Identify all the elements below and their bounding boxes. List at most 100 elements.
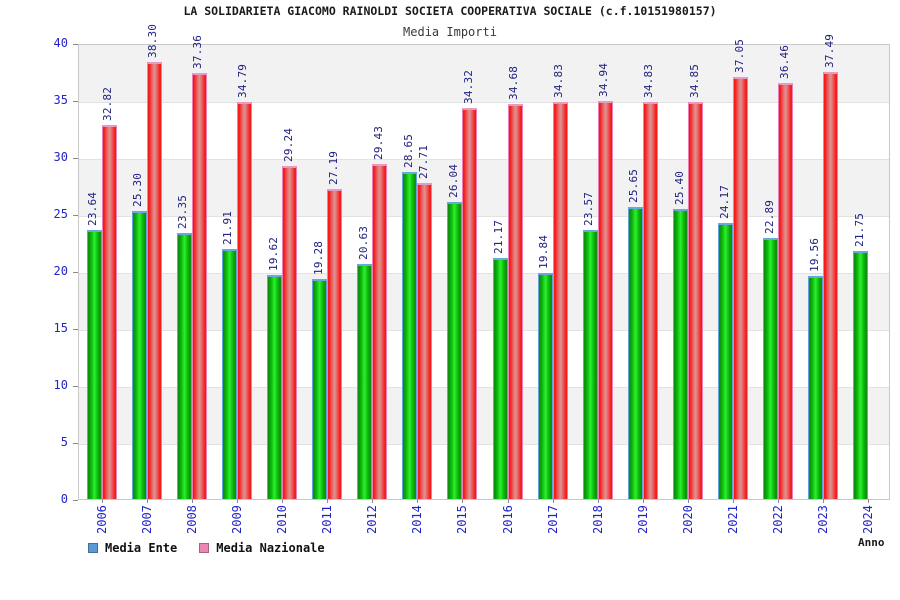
x-axis-tick-label: 2018 bbox=[590, 505, 605, 534]
bar-media-nazionale[interactable] bbox=[823, 71, 839, 499]
bar-media-ente[interactable] bbox=[763, 238, 779, 499]
x-axis-tick-label: 2014 bbox=[410, 505, 425, 534]
bar-media-nazionale[interactable] bbox=[642, 101, 658, 499]
bar-media-ente[interactable] bbox=[131, 210, 147, 499]
gridline bbox=[79, 444, 889, 445]
bar-value-label: 19.28 bbox=[311, 241, 325, 276]
bar-media-nazionale[interactable] bbox=[778, 83, 794, 499]
bar-media-ente[interactable] bbox=[402, 172, 418, 499]
x-axis-tick-mark bbox=[327, 499, 329, 503]
y-axis-tick-mark bbox=[73, 500, 78, 501]
bar-media-nazionale[interactable] bbox=[507, 103, 523, 499]
bar-media-ente[interactable] bbox=[492, 257, 508, 499]
x-axis-tick-label: 2015 bbox=[455, 505, 470, 534]
bar-value-label: 34.32 bbox=[461, 69, 475, 104]
y-axis-label: Euro bbox=[0, 228, 3, 256]
y-axis-tick-label: 25 bbox=[53, 207, 68, 221]
bar-media-ente[interactable] bbox=[627, 206, 643, 499]
chart-subtitle: Media Importi bbox=[403, 25, 497, 39]
bar-media-nazionale[interactable] bbox=[688, 101, 703, 499]
bar-media-nazionale[interactable] bbox=[282, 165, 297, 499]
x-axis-tick-mark bbox=[823, 499, 825, 503]
bar-media-nazionale[interactable] bbox=[462, 107, 478, 499]
gridline bbox=[79, 216, 889, 217]
bar-value-label: 28.65 bbox=[401, 134, 415, 169]
bar-media-nazionale[interactable] bbox=[146, 62, 162, 499]
x-axis-tick-mark bbox=[868, 499, 870, 503]
bar-media-nazionale[interactable] bbox=[372, 163, 388, 499]
bar-value-label: 26.04 bbox=[446, 164, 460, 199]
gridline bbox=[79, 102, 889, 103]
bar-value-label: 34.83 bbox=[552, 63, 566, 98]
bar-media-ente[interactable] bbox=[447, 202, 463, 499]
bar-value-label: 27.19 bbox=[326, 150, 340, 186]
bar-media-ente[interactable] bbox=[312, 279, 328, 499]
bar-value-label: 24.17 bbox=[717, 185, 731, 220]
bar-value-label: 34.68 bbox=[507, 65, 521, 100]
x-axis-tick-label: 2024 bbox=[861, 505, 876, 534]
bar-media-nazionale[interactable] bbox=[236, 102, 252, 499]
bar-value-label: 23.57 bbox=[582, 192, 596, 227]
bar-media-ente[interactable] bbox=[673, 209, 688, 499]
plot-area: 23.64 32.82 25.30 38.30 23.35 37.36 21.91 34.79… bbox=[78, 24, 890, 503]
bar-value-label: 21.91 bbox=[221, 211, 235, 246]
y-axis-tick-label: 0 bbox=[60, 492, 68, 506]
plot-band bbox=[79, 273, 889, 330]
legend-item-media-nazionale[interactable]: Media Nazionale bbox=[199, 541, 325, 555]
bar-value-label: 19.56 bbox=[807, 237, 821, 273]
bar-media-ente[interactable] bbox=[86, 229, 102, 499]
bar-media-nazionale[interactable] bbox=[101, 124, 117, 499]
bar-media-ente[interactable] bbox=[176, 232, 192, 499]
y-axis-tick-label: 10 bbox=[53, 378, 68, 392]
x-axis-tick-label: 2011 bbox=[320, 505, 335, 534]
bar-value-label: 25.65 bbox=[627, 168, 641, 203]
y-axis-tick-mark bbox=[73, 386, 78, 387]
x-axis-label: Anno bbox=[858, 536, 885, 549]
x-axis-tick-label: 2020 bbox=[681, 505, 695, 534]
bar-media-ente[interactable] bbox=[357, 263, 373, 499]
x-axis-tick-mark bbox=[778, 499, 780, 503]
plot-band bbox=[79, 159, 889, 216]
bar-value-label: 20.63 bbox=[356, 225, 370, 260]
x-axis-tick-mark bbox=[417, 499, 419, 503]
bar-media-ente[interactable] bbox=[267, 275, 282, 499]
x-axis-tick-label: 2012 bbox=[365, 505, 380, 534]
bar-media-ente[interactable] bbox=[853, 251, 869, 499]
legend: Media Ente Media Nazionale bbox=[88, 541, 347, 555]
bar-value-label: 23.35 bbox=[176, 194, 190, 229]
legend-label: Media Ente bbox=[105, 541, 178, 555]
bar-value-label: 29.43 bbox=[371, 125, 385, 160]
bar-media-nazionale[interactable] bbox=[327, 189, 343, 499]
y-axis-tick-label: 20 bbox=[53, 264, 68, 278]
bar-value-label: 37.05 bbox=[732, 38, 746, 73]
bar-value-label: 29.24 bbox=[281, 127, 295, 162]
bar-media-ente[interactable] bbox=[808, 276, 824, 499]
x-axis-tick-mark bbox=[733, 499, 735, 503]
bar-media-nazionale[interactable] bbox=[552, 101, 568, 499]
x-axis-tick-label: 2017 bbox=[545, 505, 560, 534]
bar-media-ente[interactable] bbox=[718, 223, 734, 499]
bar-value-label: 21.17 bbox=[492, 219, 506, 254]
bar-value-label: 25.30 bbox=[131, 172, 145, 207]
x-axis-tick-mark bbox=[236, 499, 238, 503]
bar-media-nazionale[interactable] bbox=[417, 183, 433, 499]
y-axis-tick-label: 40 bbox=[53, 36, 68, 50]
chart-title: LA SOLIDARIETA GIACOMO RAINOLDI SOCIETA … bbox=[183, 4, 717, 18]
bar-media-nazionale[interactable] bbox=[191, 73, 207, 499]
legend-item-media-ente[interactable]: Media Ente bbox=[88, 541, 177, 555]
bar-media-nazionale[interactable] bbox=[733, 76, 749, 499]
x-axis-tick-label: 2008 bbox=[184, 505, 199, 534]
gridline bbox=[79, 387, 889, 388]
y-axis-tick-label: 5 bbox=[60, 435, 68, 449]
bar-media-ente[interactable] bbox=[221, 249, 237, 499]
bar-media-ente[interactable] bbox=[582, 230, 598, 499]
x-axis-tick-mark bbox=[688, 499, 689, 503]
bar-media-ente[interactable] bbox=[537, 272, 553, 499]
bar-media-nazionale[interactable] bbox=[597, 100, 613, 499]
bar-value-label: 37.49 bbox=[822, 33, 836, 68]
y-axis-tick-mark bbox=[73, 158, 78, 159]
x-axis-tick-mark bbox=[372, 499, 374, 503]
y-axis-tick-label: 35 bbox=[53, 93, 68, 107]
x-axis-tick-label: 2016 bbox=[500, 505, 515, 534]
